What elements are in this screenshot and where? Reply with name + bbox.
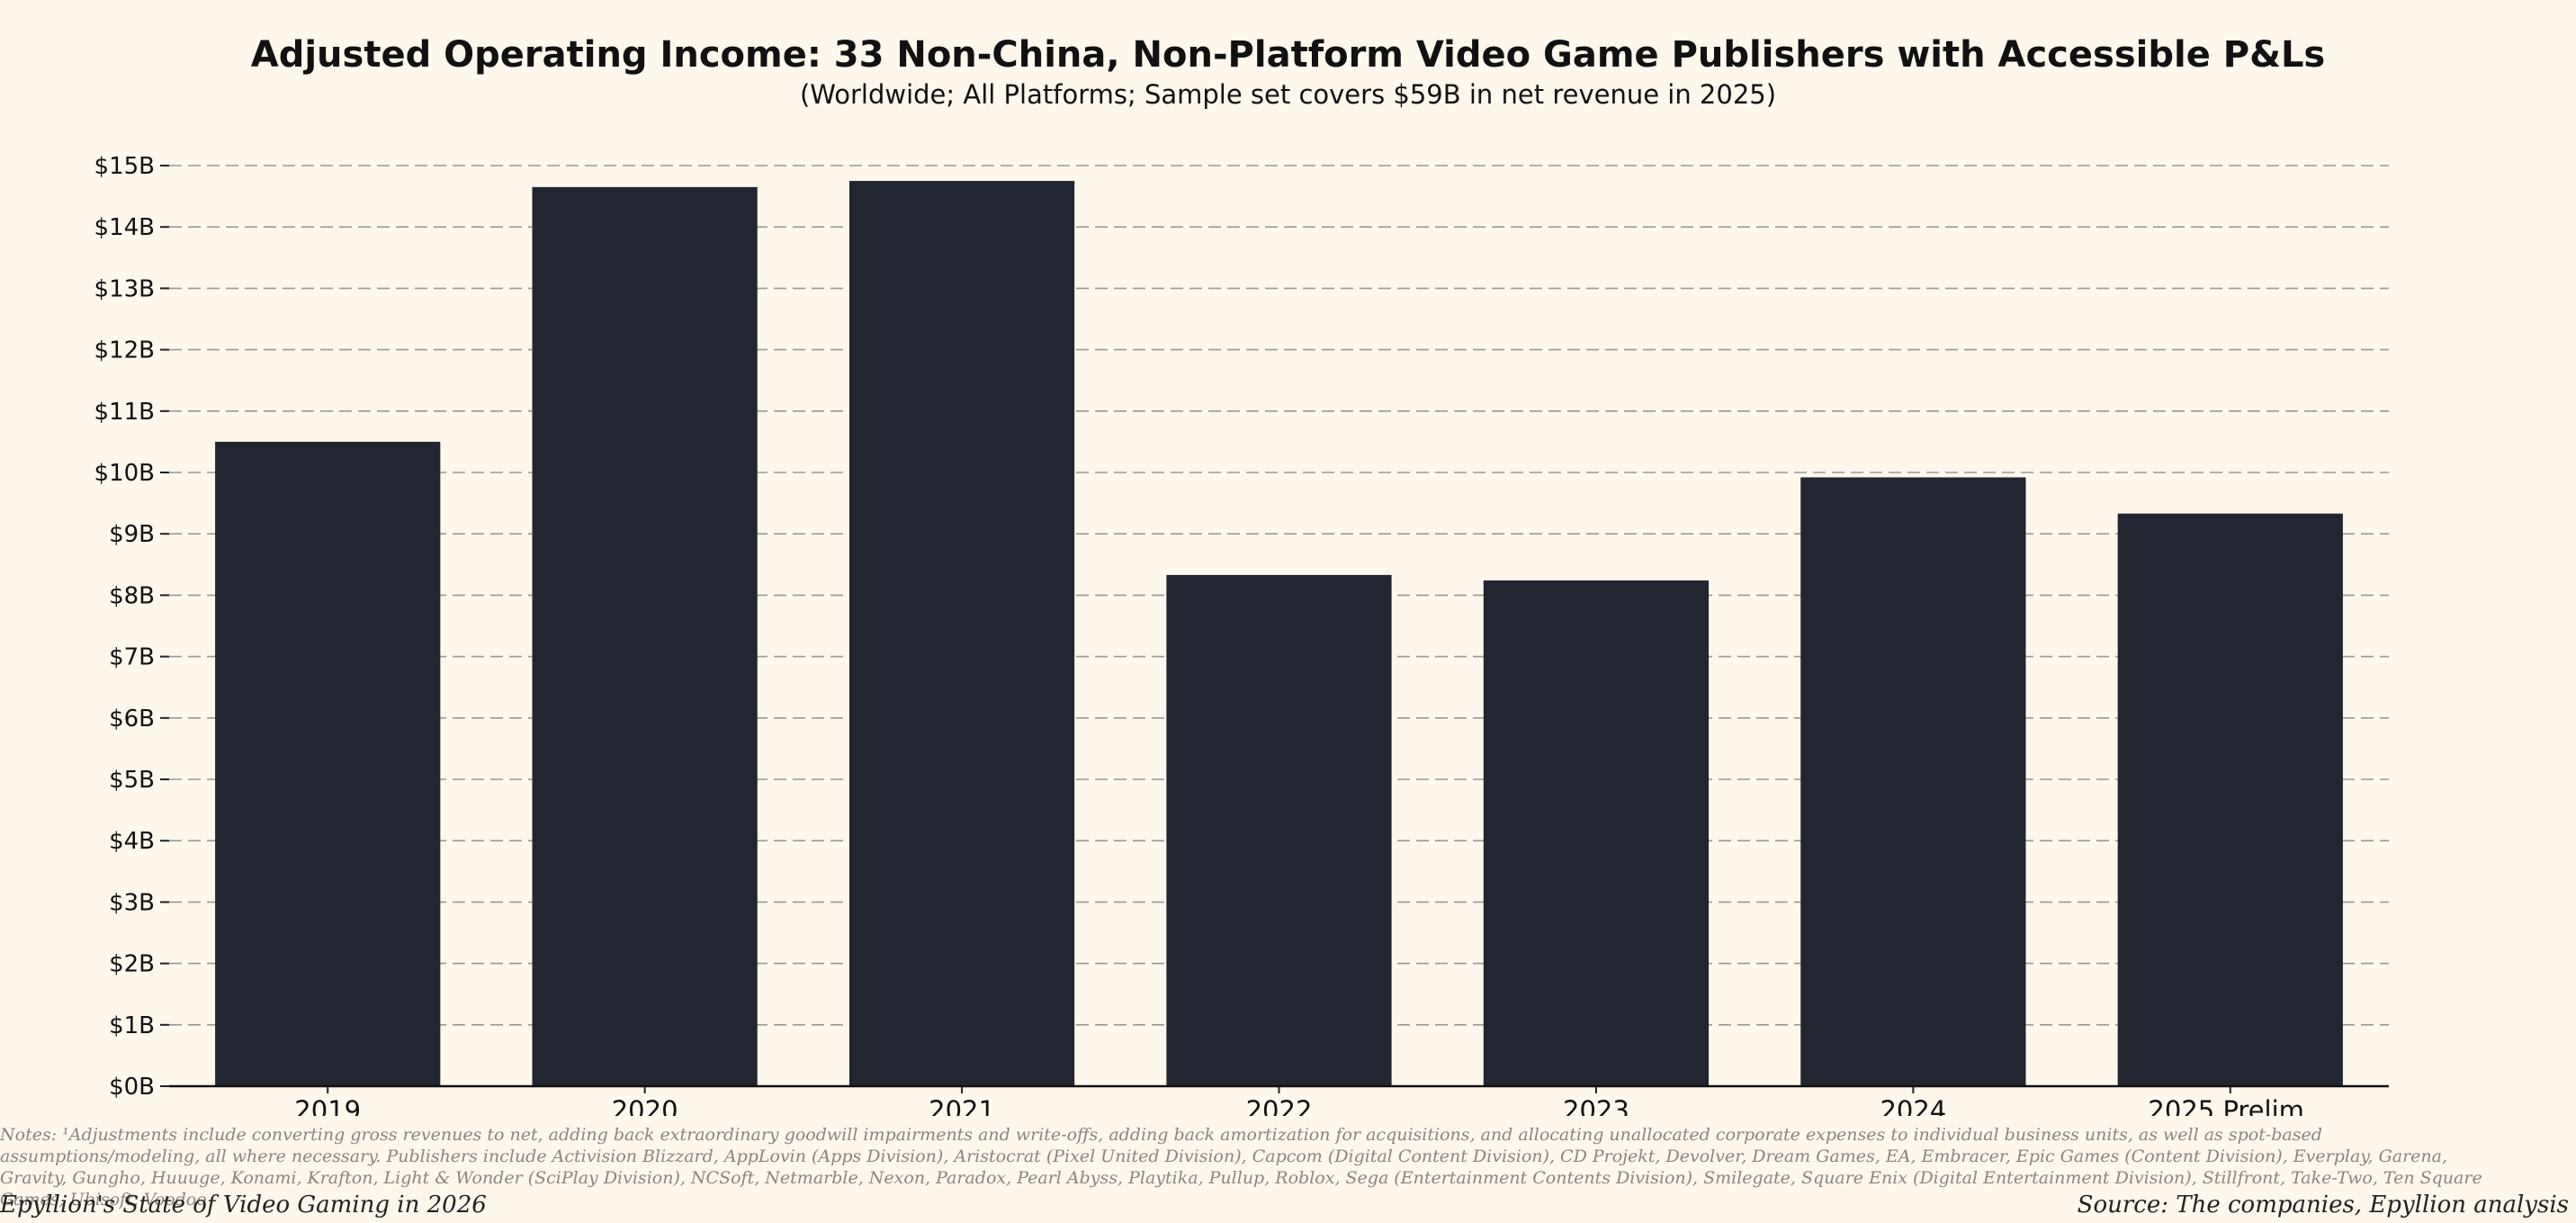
- bar: [532, 186, 758, 1086]
- y-tick-label: $2B: [109, 951, 155, 978]
- y-tick-label: $12B: [94, 337, 155, 364]
- bar: [1483, 580, 1710, 1086]
- bar: [215, 441, 441, 1086]
- x-tick-label: 2023: [1563, 1095, 1629, 1116]
- bar: [1166, 574, 1392, 1086]
- y-tick-label: $0B: [109, 1074, 155, 1101]
- y-tick-label: $6B: [109, 706, 155, 733]
- x-tick-label: 2020: [612, 1095, 678, 1116]
- y-tick-label: $15B: [94, 153, 155, 180]
- chart-subtitle: (Worldwide; All Platforms; Sample set co…: [799, 79, 1777, 110]
- x-tick-label: 2019: [294, 1095, 361, 1116]
- x-tick-label: 2025 Prelim.: [2148, 1095, 2312, 1116]
- bar: [2117, 513, 2343, 1086]
- bar-chart: $0B $1B $2B $3B $4B $5B $6B $7B $8B $9B $10B $11B $1…: [94, 153, 2389, 1116]
- bar: [848, 181, 1075, 1087]
- bars: [215, 181, 2343, 1087]
- y-tick-label: $13B: [94, 275, 155, 302]
- y-tick-label: $9B: [109, 521, 155, 548]
- y-axis-ticks: $0B $1B $2B $3B $4B $5B $6B $7B $8B $9B $10B $11B $1…: [94, 153, 169, 1101]
- x-tick-label: 2021: [929, 1095, 995, 1116]
- footnotes: Notes: ¹Adjustments include converting g…: [0, 1125, 2482, 1210]
- y-tick-label: $7B: [109, 644, 155, 671]
- x-tick-label: 2024: [1880, 1095, 1946, 1116]
- x-axis-ticks: 2019 2020 2021 2022 2023 2024 2025 Prelim.: [294, 1086, 2312, 1116]
- chart-title: Adjusted Operating Income: 33 Non-China,…: [250, 34, 2326, 76]
- y-tick-label: $11B: [94, 399, 155, 426]
- footer-source: Source: The companies, Epyllion analysis: [2077, 1192, 2569, 1219]
- y-tick-label: $8B: [109, 582, 155, 609]
- bar: [1800, 477, 2026, 1086]
- y-tick-label: $5B: [109, 767, 155, 794]
- y-tick-label: $4B: [109, 828, 155, 855]
- y-tick-label: $14B: [94, 214, 155, 241]
- y-tick-label: $3B: [109, 889, 155, 916]
- footer-publication: Epyllion's State of Video Gaming in 2026: [0, 1192, 487, 1219]
- y-tick-label: $10B: [94, 460, 155, 487]
- x-tick-label: 2022: [1246, 1095, 1313, 1116]
- y-tick-label: $1B: [109, 1012, 155, 1039]
